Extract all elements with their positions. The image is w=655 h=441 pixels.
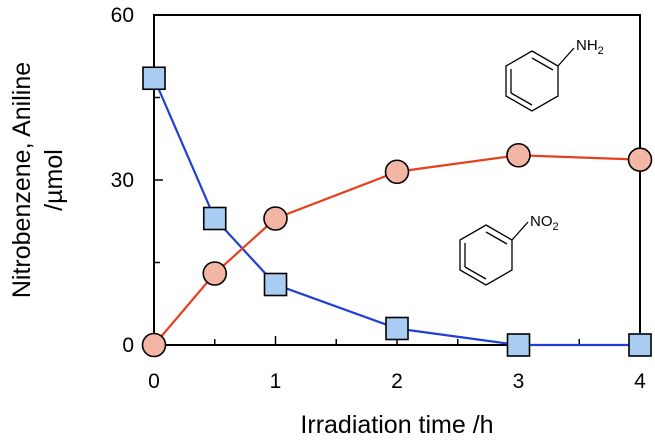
x-tick-label: 3 [513, 370, 525, 393]
nitrobenzene-ring [459, 224, 513, 286]
circle-marker [384, 159, 410, 185]
x-tick-label: 2 [391, 370, 403, 393]
circle-marker [202, 261, 228, 286]
nitrobenzene-structure [459, 221, 529, 286]
x-tick-label: 0 [148, 370, 160, 393]
square-marker [142, 66, 166, 91]
series-line-circle [153, 154, 641, 346]
aniline-ring [505, 50, 559, 112]
series-markers [141, 66, 653, 358]
circle-marker [506, 142, 531, 168]
series-lines [152, 77, 641, 347]
nitrobenzene-double-bond-1 [485, 231, 508, 245]
square-marker [628, 333, 652, 357]
y-axis-title-line-1: Nitrobenzene, Aniline [8, 62, 36, 298]
square-marker [506, 333, 531, 357]
circle-marker [141, 332, 167, 358]
square-marker [263, 272, 288, 297]
aniline-double-bond-2 [510, 92, 533, 106]
square-marker [385, 316, 409, 341]
tick-labels: 0 1 2 3 4 0 30 60 [111, 4, 647, 393]
x-axis-title: Irradiation time /h [300, 411, 493, 439]
aniline-label: NH2 [576, 37, 604, 57]
nitrobenzene-double-bond-2 [464, 266, 487, 280]
aniline-double-bond-1 [531, 57, 554, 71]
circle-marker [263, 206, 288, 231]
series-line-square [152, 77, 640, 347]
y-tick-label: 60 [111, 4, 134, 27]
x-tick-label: 1 [270, 370, 282, 393]
aniline-structure [505, 47, 575, 112]
y-tick-label: 30 [111, 169, 134, 192]
circle-marker [627, 147, 653, 172]
aniline-substituent-bond [557, 47, 575, 67]
nitrobenzene-label: NO2 [530, 213, 559, 233]
nitrobenzene-substituent-bond [511, 221, 529, 241]
x-tick-label: 4 [634, 370, 646, 393]
y-axis-title: Nitrobenzene, Aniline /µmol [8, 62, 68, 298]
y-axis-title-line-2: /µmol [40, 149, 68, 211]
y-tick-label: 0 [122, 334, 134, 357]
square-marker [202, 206, 227, 231]
